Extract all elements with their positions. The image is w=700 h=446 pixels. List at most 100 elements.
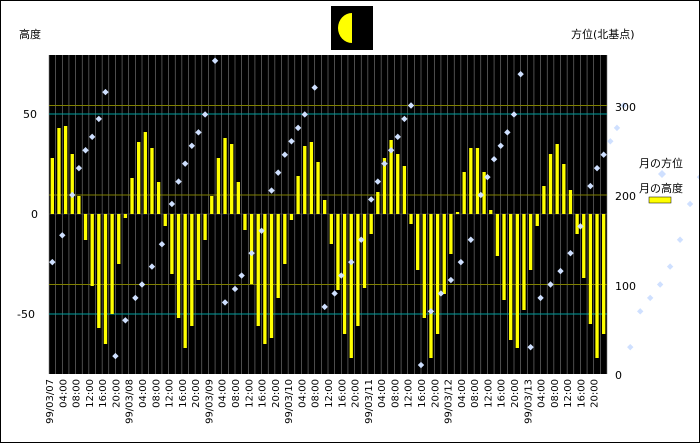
azimuth-point — [517, 70, 524, 78]
azimuth-point — [158, 241, 166, 248]
azimuth-point — [59, 232, 66, 239]
altitude-bar — [243, 214, 247, 230]
x-tick-label: 08:00 — [390, 379, 401, 408]
azimuth-point — [175, 178, 182, 185]
azimuth-point — [600, 151, 607, 158]
x-tick-label: 20:00 — [271, 379, 282, 408]
right-axis-title: 方位(北基点) — [571, 27, 635, 41]
azimuth-point — [238, 272, 245, 279]
left-tick-label: 0 — [31, 208, 38, 221]
altitude-bar — [289, 214, 294, 220]
altitude-bar — [435, 214, 440, 334]
azimuth-point — [394, 133, 401, 141]
right-tick-label: 0 — [615, 369, 622, 382]
x-tick-label: 99/03/07 — [45, 379, 56, 424]
azimuth-point — [613, 124, 621, 132]
azimuth-point — [504, 129, 511, 136]
altitude-bar — [568, 190, 573, 214]
azimuth-markers — [49, 57, 700, 369]
x-tick-label: 99/03/12 — [444, 379, 455, 424]
altitude-bar — [117, 214, 121, 264]
x-tick-label: 08:00 — [470, 379, 481, 408]
x-tick-label: 08:00 — [311, 379, 322, 408]
x-tick-label: 20:00 — [590, 379, 601, 408]
azimuth-point — [274, 169, 282, 176]
altitude-bar — [342, 214, 347, 334]
azimuth-point — [311, 84, 318, 91]
azimuth-point — [607, 138, 614, 145]
right-tick-label: 100 — [615, 280, 636, 293]
altitude-bar — [170, 214, 174, 274]
x-axis-tick-labels: 99/03/07 04:00 08:00 12:00 16:00 20:00 99/03/0… — [45, 379, 601, 424]
x-tick-label: 04:00 — [297, 379, 308, 408]
altitude-bar — [176, 214, 181, 318]
altitude-bar — [588, 214, 593, 324]
azimuth-point — [387, 147, 395, 154]
x-tick-label: 16:00 — [258, 379, 269, 408]
azimuth-point — [221, 299, 229, 306]
altitude-bar — [143, 132, 147, 214]
x-tick-label: 12:00 — [324, 379, 335, 408]
azimuth-point — [587, 182, 594, 190]
azimuth-point — [477, 191, 484, 199]
azimuth-point — [288, 138, 295, 145]
x-tick-label: 12:00 — [165, 379, 176, 408]
x-tick-label: 99/03/08 — [125, 379, 136, 424]
x-tick-label: 12:00 — [85, 379, 96, 408]
altitude-bar — [296, 176, 300, 214]
altitude-bar — [90, 214, 94, 286]
azimuth-point — [427, 308, 435, 315]
altitude-bar — [449, 214, 453, 254]
azimuth-point — [258, 227, 265, 234]
azimuth-point — [497, 142, 504, 149]
x-tick-label: 12:00 — [244, 379, 255, 408]
azimuth-point — [686, 200, 694, 208]
altitude-bar — [210, 196, 214, 214]
azimuth-point — [437, 290, 445, 297]
altitude-bar — [303, 146, 307, 214]
azimuth-point — [122, 317, 129, 324]
half-moon-icon — [331, 6, 373, 50]
altitude-bar — [309, 142, 314, 214]
altitude-bar — [230, 144, 234, 214]
altitude-bar — [575, 214, 579, 234]
right-tick-label: 300 — [615, 101, 636, 114]
azimuth-point — [457, 258, 465, 266]
azimuth-point — [557, 267, 564, 275]
azimuth-point — [138, 281, 146, 288]
altitude-bar — [130, 178, 134, 214]
altitude-bars — [50, 126, 606, 358]
x-tick-label: 08:00 — [550, 379, 561, 408]
azimuth-point — [95, 115, 103, 123]
azimuth-point — [331, 290, 338, 297]
x-tick-label: 16:00 — [576, 379, 587, 408]
azimuth-point — [281, 151, 289, 158]
altitude-bar — [263, 214, 267, 344]
azimuth-point — [490, 156, 498, 163]
altitude-bar — [595, 214, 599, 358]
azimuth-point — [248, 249, 255, 257]
altitude-bar — [442, 214, 446, 294]
altitude-bar — [276, 214, 280, 298]
x-tick-label: 12:00 — [483, 379, 494, 408]
altitude-bar — [582, 214, 586, 278]
azimuth-point — [577, 223, 584, 230]
altitude-bar — [283, 214, 287, 264]
azimuth-point — [321, 303, 328, 311]
altitude-bar — [482, 172, 486, 214]
left-axis-ticks: 50 0 -50 — [17, 108, 38, 321]
altitude-bar — [356, 214, 360, 326]
azimuth-point — [301, 111, 308, 118]
altitude-bar — [548, 154, 553, 214]
altitude-bar — [316, 162, 320, 214]
azimuth-point — [381, 160, 388, 167]
altitude-bar — [249, 214, 254, 284]
altitude-bar — [329, 214, 333, 244]
x-tick-label: 20:00 — [430, 379, 441, 408]
azimuth-point — [211, 57, 219, 64]
azimuth-point — [348, 258, 355, 266]
azimuth-point — [447, 276, 455, 284]
azimuth-point — [181, 160, 189, 167]
